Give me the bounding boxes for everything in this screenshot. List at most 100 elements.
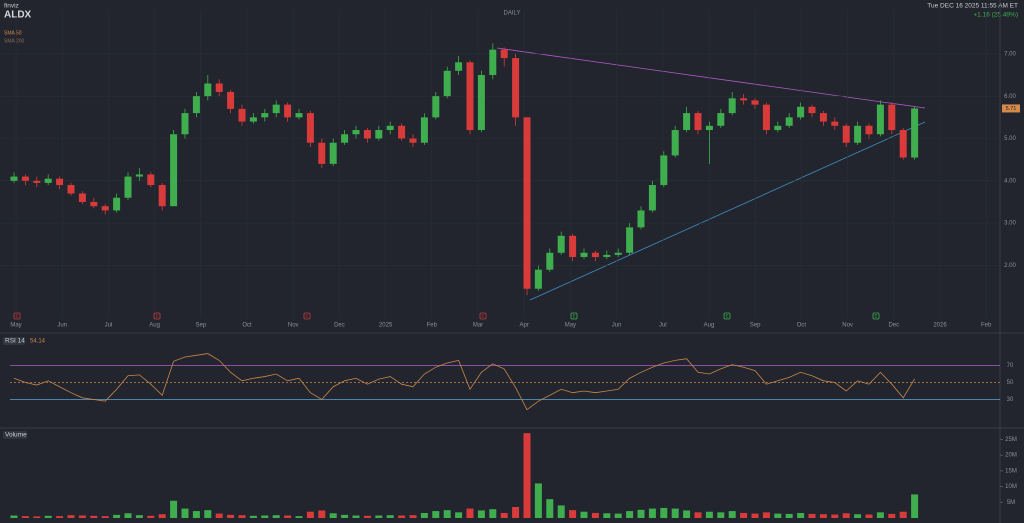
x-tick-label: Feb	[981, 323, 992, 329]
earnings-marker	[479, 312, 487, 320]
brand: finviz	[4, 3, 19, 10]
volume-bar	[648, 508, 656, 518]
change: +1.16 (25.49%)	[973, 12, 1018, 19]
candle-body	[90, 201, 98, 207]
volume-bar	[147, 515, 155, 518]
earnings-marker	[153, 312, 161, 320]
y-tick-label: 4.00	[1004, 178, 1016, 184]
candle-body	[614, 252, 622, 255]
candle-body	[295, 113, 303, 118]
volume-bar	[762, 512, 770, 518]
x-tick-label: Aug	[149, 323, 160, 329]
volume-bar	[717, 512, 725, 518]
candle-body	[717, 113, 725, 126]
volume-bar	[580, 511, 588, 518]
volume-bar	[78, 515, 86, 518]
candle-body	[797, 106, 805, 118]
volume-tick-label: 25M	[1005, 437, 1017, 443]
candle-body	[911, 108, 919, 158]
y-tick-label: 6.00	[1004, 94, 1016, 100]
volume-bar	[261, 515, 269, 518]
candle-body	[113, 197, 121, 211]
volume-tick-label: 15M	[1005, 468, 1017, 474]
candle-body	[181, 113, 189, 135]
sma50-label: SMA 50	[4, 30, 22, 36]
rsi-tick-label: 70	[1007, 363, 1014, 369]
candle-body	[170, 134, 178, 207]
earnings-label: E	[305, 314, 308, 319]
candle-body	[751, 100, 759, 105]
candle-body	[671, 130, 679, 156]
volume-bar	[204, 510, 212, 518]
sma200-label: SMA 200	[4, 38, 25, 44]
earnings-marker	[13, 312, 21, 320]
volume-bar	[21, 516, 29, 518]
volume-bar	[512, 507, 520, 518]
candle-body	[591, 252, 599, 257]
x-tick-label: Oct	[242, 323, 252, 329]
volume-bar	[854, 514, 862, 518]
candle-body	[432, 96, 440, 118]
volume-bar	[671, 508, 679, 518]
volume-bar	[569, 510, 577, 518]
candle-body	[204, 83, 212, 97]
rsi-badge	[3, 337, 25, 345]
candle-body	[580, 252, 588, 257]
volume-bar	[591, 512, 599, 518]
x-tick-label: Apr	[520, 323, 529, 329]
volume-bar	[477, 510, 485, 518]
volume-bar	[603, 513, 611, 518]
candle-body	[455, 62, 463, 71]
volume-bar	[660, 507, 668, 518]
y-tick-label: 3.00	[1004, 221, 1016, 227]
volume-bar	[443, 510, 451, 518]
candle-body	[101, 206, 109, 211]
volume-bar	[694, 512, 702, 518]
x-tick-label: Mar	[473, 323, 483, 329]
candle-body	[477, 75, 485, 131]
volume-bar	[888, 513, 896, 518]
candle-body	[21, 176, 29, 181]
volume-bar	[386, 515, 394, 518]
x-tick-label: Sep	[195, 323, 206, 329]
x-tick-label: Aug	[704, 323, 715, 329]
rsi-name: RSI 14	[5, 338, 25, 345]
candle-body	[534, 269, 542, 289]
x-tick-label: Jun	[612, 323, 622, 329]
volume-bar	[249, 515, 257, 518]
x-tick-label: May	[10, 323, 21, 329]
candle-body	[261, 113, 269, 118]
candle-body	[135, 174, 143, 177]
candle-body	[831, 121, 839, 126]
last-price-box	[1002, 104, 1020, 113]
volume-bar	[774, 513, 782, 518]
candle-body	[648, 185, 656, 211]
volume-bar	[295, 516, 303, 518]
volume-bar	[683, 510, 691, 518]
volume-bar	[10, 515, 18, 518]
candle-body	[363, 130, 371, 139]
x-tick-label: Oct	[797, 323, 807, 329]
volume-bar	[911, 494, 919, 518]
y-tick-label: 5.00	[1004, 136, 1016, 142]
volume-bar	[181, 508, 189, 518]
candle-body	[808, 106, 816, 114]
candle-body	[762, 104, 770, 131]
volume-bar	[500, 512, 508, 518]
volume-bar	[238, 515, 246, 518]
earnings-label: E	[725, 314, 728, 319]
x-tick-label: Dec	[334, 323, 345, 329]
volume-bar	[420, 512, 428, 518]
volume-bar	[67, 515, 75, 518]
volume-bar	[626, 511, 634, 518]
volume-bar	[170, 500, 178, 518]
candle-body	[227, 91, 235, 109]
volume-bar	[637, 509, 645, 518]
volume-bar	[523, 433, 531, 518]
earnings-label: E	[155, 314, 158, 319]
candle-body	[158, 185, 166, 207]
candle-body	[124, 176, 132, 198]
candle-body	[512, 58, 520, 118]
volume-bar	[363, 515, 371, 518]
